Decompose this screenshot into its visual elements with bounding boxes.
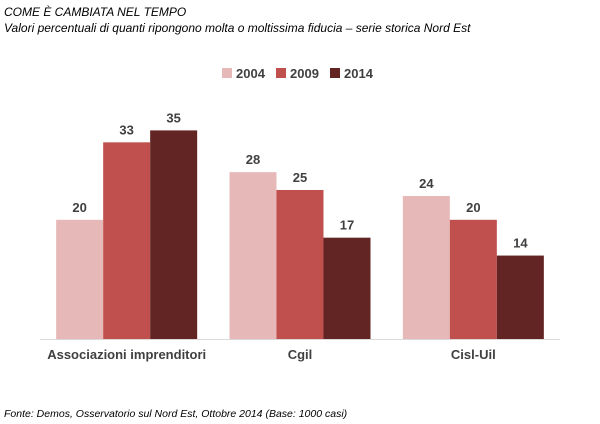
bar-2014-1 (323, 237, 371, 339)
bar-2014-0 (150, 130, 198, 339)
legend-swatch-2009 (276, 68, 286, 78)
value-label-2014-2: 14 (513, 236, 528, 251)
bar-2014-2 (496, 255, 544, 339)
category-label-0: Associazioni imprenditori (47, 347, 206, 362)
value-label-2014-1: 17 (340, 218, 354, 233)
source-note: Fonte: Demos, Osservatorio sul Nord Est,… (4, 408, 348, 420)
value-label-2009-1: 25 (293, 170, 307, 185)
legend-label-2004: 2004 (236, 66, 266, 81)
legend-swatch-2014 (330, 68, 340, 78)
chart-subtitle: Valori percentuali di quanti ripongono m… (4, 21, 471, 35)
value-label-2004-0: 20 (72, 200, 86, 215)
legend-label-2009: 2009 (290, 66, 319, 81)
bar-2009-1 (276, 190, 324, 339)
category-label-2: Cisl-Uil (451, 347, 496, 362)
category-label-1: Cgil (288, 347, 313, 362)
value-label-2004-1: 28 (246, 152, 260, 167)
value-label-2009-2: 20 (466, 200, 480, 215)
legend-label-2014: 2014 (344, 66, 374, 81)
bar-2004-0 (56, 219, 104, 339)
bar-2004-1 (229, 172, 277, 339)
bar-2004-2 (402, 195, 450, 339)
value-label-2014-0: 35 (166, 110, 180, 125)
value-label-2009-0: 33 (119, 122, 133, 137)
bar-2009-2 (449, 219, 497, 339)
value-label-2004-2: 24 (419, 176, 434, 191)
bar-2009-0 (103, 142, 151, 339)
chart-title: COME È CAMBIATA NEL TEMPO (4, 5, 187, 19)
legend-swatch-2004 (222, 68, 232, 78)
